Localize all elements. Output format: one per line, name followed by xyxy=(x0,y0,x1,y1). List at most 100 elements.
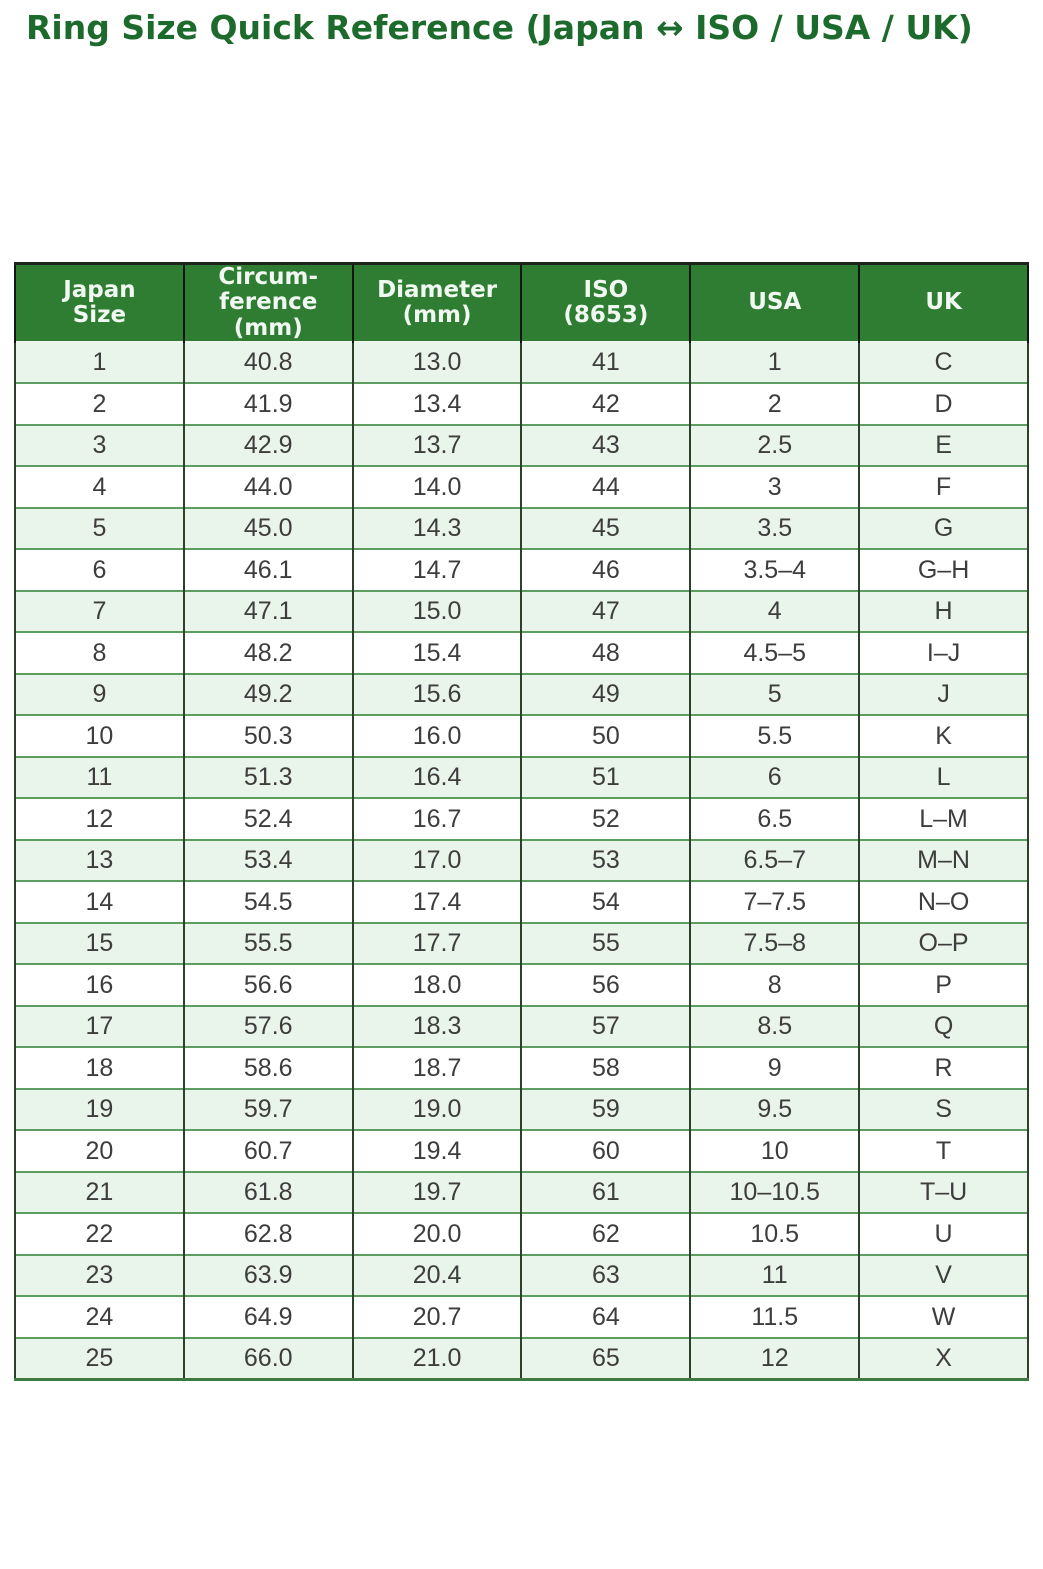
table-cell: 40.8 xyxy=(182,341,354,384)
table-row: 20 60.7 19.4 60 10 T xyxy=(14,1130,1029,1172)
table-cell: 11 xyxy=(14,756,185,799)
table-cell: 10 xyxy=(14,715,185,757)
table-cell: 3.5–4 xyxy=(689,549,861,591)
table-cell: T–U xyxy=(858,1171,1029,1214)
table-row: 15 55.5 17.7 55 7.5–8 O–P xyxy=(14,922,1029,965)
table-cell: 50 xyxy=(520,715,692,757)
table-cell: 25 xyxy=(14,1337,185,1380)
table-cell: G xyxy=(858,507,1029,550)
table-cell: 17.4 xyxy=(351,881,523,923)
table-row: 14 54.5 17.4 54 7–7.5 N–O xyxy=(14,881,1029,923)
table-cell: 59 xyxy=(520,1088,692,1131)
table-cell: 15.6 xyxy=(351,673,523,716)
table-cell: 10–10.5 xyxy=(689,1171,861,1214)
table-row: 3 42.9 13.7 43 2.5 E xyxy=(14,424,1029,467)
table-cell: 58.6 xyxy=(182,1047,354,1089)
table-cell: 12 xyxy=(689,1337,861,1380)
table-cell: 16.0 xyxy=(351,715,523,757)
table-cell: U xyxy=(858,1213,1029,1255)
table-cell: 62 xyxy=(520,1213,692,1255)
table-cell: 64.9 xyxy=(182,1296,354,1338)
table-row: 5 45.0 14.3 45 3.5 G xyxy=(14,507,1029,550)
table-cell: 20.0 xyxy=(351,1213,523,1255)
table-cell: 4 xyxy=(689,590,861,633)
table-cell: G–H xyxy=(858,549,1029,591)
table-cell: 41 xyxy=(520,341,692,384)
table-cell: 52.4 xyxy=(182,798,354,840)
table-cell: 7–7.5 xyxy=(689,881,861,923)
table-row: 19 59.7 19.0 59 9.5 S xyxy=(14,1088,1029,1131)
table-header: Japan Size Circum- ference (mm) Diameter (… xyxy=(14,263,1029,342)
table-cell: 11.5 xyxy=(689,1296,861,1338)
table-row: 17 57.6 18.3 57 8.5 Q xyxy=(14,1005,1029,1048)
table-cell: L–M xyxy=(858,798,1029,840)
table-cell: 6.5 xyxy=(689,798,861,840)
table-cell: 60 xyxy=(520,1130,692,1172)
table-cell: 58 xyxy=(520,1047,692,1089)
table-cell: 6 xyxy=(689,756,861,799)
table-row: 11 51.3 16.4 51 6 L xyxy=(14,756,1029,799)
table-cell: 5 xyxy=(689,673,861,716)
table-cell: 60.7 xyxy=(182,1130,354,1172)
table-cell: L xyxy=(858,756,1029,799)
table-cell: 65 xyxy=(520,1337,692,1380)
table-cell: E xyxy=(858,424,1029,467)
table-cell: 4.5–5 xyxy=(689,632,861,674)
table-row: 7 47.1 15.0 47 4 H xyxy=(14,590,1029,633)
table-cell: S xyxy=(858,1088,1029,1131)
table-cell: 20 xyxy=(14,1130,185,1172)
table-row: 23 63.9 20.4 63 11 V xyxy=(14,1254,1029,1297)
table-cell: 13.7 xyxy=(351,424,523,467)
table-cell: 18.0 xyxy=(351,964,523,1006)
table-cell: 3.5 xyxy=(689,507,861,550)
table-cell: 56.6 xyxy=(182,964,354,1006)
table-cell: 20.7 xyxy=(351,1296,523,1338)
table-cell: 52 xyxy=(520,798,692,840)
table-cell: 24 xyxy=(14,1296,185,1338)
table-cell: 48.2 xyxy=(182,632,354,674)
table-cell: 13.0 xyxy=(351,341,523,384)
table-cell: 17.0 xyxy=(351,839,523,882)
table-cell: 51 xyxy=(520,756,692,799)
table-cell: 3 xyxy=(14,424,185,467)
table-cell: R xyxy=(858,1047,1029,1089)
table-cell: 19 xyxy=(14,1088,185,1131)
table-cell: 48 xyxy=(520,632,692,674)
table-cell: 57 xyxy=(520,1005,692,1048)
table-cell: H xyxy=(858,590,1029,633)
table-cell: 54.5 xyxy=(182,881,354,923)
table-cell: 47.1 xyxy=(182,590,354,633)
table-cell: 15.0 xyxy=(351,590,523,633)
table-cell: 2.5 xyxy=(689,424,861,467)
header-cell: Japan Size xyxy=(14,263,185,342)
table-cell: K xyxy=(858,715,1029,757)
table-cell: 53.4 xyxy=(182,839,354,882)
table-cell: J xyxy=(858,673,1029,716)
table-cell: 6.5–7 xyxy=(689,839,861,882)
table-cell: 14.7 xyxy=(351,549,523,591)
table-row: 13 53.4 17.0 53 6.5–7 M–N xyxy=(14,839,1029,882)
table-cell: 2 xyxy=(14,383,185,425)
table-cell: 11 xyxy=(689,1254,861,1297)
table-cell: 46 xyxy=(520,549,692,591)
table-cell: X xyxy=(858,1337,1029,1380)
table-cell: 42.9 xyxy=(182,424,354,467)
table-cell: 18 xyxy=(14,1047,185,1089)
table-cell: 8.5 xyxy=(689,1005,861,1048)
table-cell: 61.8 xyxy=(182,1171,354,1214)
table-cell: 2 xyxy=(689,383,861,425)
table-cell: 8 xyxy=(689,964,861,1006)
table-cell: 56 xyxy=(520,964,692,1006)
table-cell: 44 xyxy=(520,466,692,508)
table-cell: 20.4 xyxy=(351,1254,523,1297)
header-cell: UK xyxy=(858,263,1029,342)
table-cell: I–J xyxy=(858,632,1029,674)
table-cell: 10 xyxy=(689,1130,861,1172)
table-cell: 9 xyxy=(689,1047,861,1089)
table-cell: 8 xyxy=(14,632,185,674)
table-cell: T xyxy=(858,1130,1029,1172)
table-cell: 21 xyxy=(14,1171,185,1214)
table-cell: 1 xyxy=(689,341,861,384)
table-row: 4 44.0 14.0 44 3 F xyxy=(14,466,1029,508)
table-row: 21 61.8 19.7 61 10–10.5 T–U xyxy=(14,1171,1029,1214)
